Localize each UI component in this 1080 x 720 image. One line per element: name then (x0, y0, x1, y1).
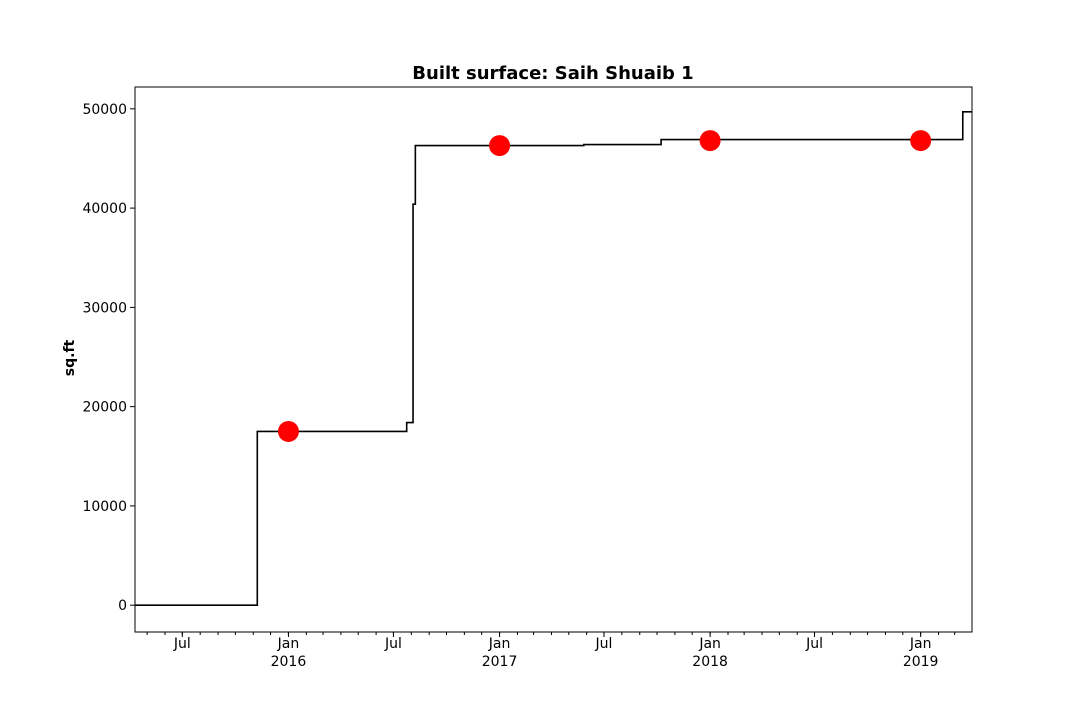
x-tick-label: Jul (173, 636, 191, 652)
x-tick-label: Jan (277, 636, 300, 652)
x-tick-year-label: 2018 (692, 654, 728, 670)
x-tick-label: Jul (595, 636, 613, 652)
x-tick-label: Jan (488, 636, 511, 652)
observation-marker (277, 420, 299, 442)
y-axis-label: sq.ft (62, 339, 78, 376)
observation-marker (699, 130, 721, 152)
chart-title: Built surface: Saih Shuaib 1 (412, 63, 693, 84)
observation-marker (489, 135, 511, 157)
y-tick-label: 30000 (82, 300, 127, 316)
y-tick-label: 40000 (82, 201, 127, 217)
observation-marker (910, 130, 932, 152)
plot-area: 0 10000 20000 30000 40000 50000 Jul Jan 2016 Jul J… (82, 102, 972, 670)
built-surface-line (135, 111, 972, 607)
y-tick-label: 10000 (82, 499, 127, 515)
x-tick-label: Jan (909, 636, 932, 652)
x-tick-label: Jul (805, 636, 823, 652)
x-tick-label: Jan (698, 636, 721, 652)
x-tick-year-label: 2017 (482, 654, 518, 670)
y-tick-label: 50000 (82, 102, 127, 118)
x-tick-year-label: 2016 (271, 654, 307, 670)
x-tick-label: Jul (384, 636, 402, 652)
x-tick-year-label: 2019 (903, 654, 939, 670)
plot-frame (134, 86, 973, 633)
y-tick-label: 20000 (82, 400, 127, 416)
y-tick-label: 0 (118, 598, 127, 614)
